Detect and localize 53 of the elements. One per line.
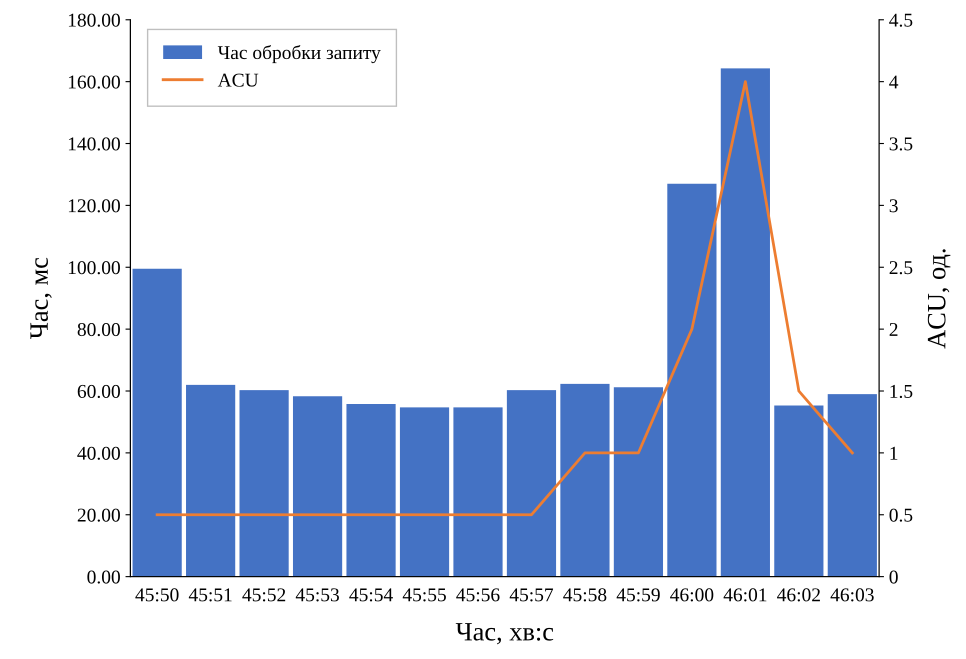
y-tick-label: 80.00 xyxy=(78,322,120,336)
bar xyxy=(240,390,289,577)
y-tick-label: 60.00 xyxy=(78,384,120,398)
y-tick-label: 0.00 xyxy=(87,570,120,584)
x-tick-label: 45:53 xyxy=(296,588,339,602)
y2-tick-label: 2 xyxy=(890,323,898,336)
y-tick-label: 40.00 xyxy=(77,446,120,460)
x-tick-label: 45:51 xyxy=(188,588,232,602)
legend-label: ACU xyxy=(218,74,258,87)
y2-tick-label: 2.5 xyxy=(890,261,912,274)
y2-tick-label: 0.5 xyxy=(890,508,912,522)
x-axis-title: Час, хв:с xyxy=(456,623,554,644)
y2-tick-label: 1 xyxy=(890,446,898,460)
bar xyxy=(828,394,877,577)
x-tick-label: 46:01 xyxy=(724,588,766,602)
y2-tick-label: 1.5 xyxy=(890,384,912,398)
y2-tick-label: 3 xyxy=(890,199,898,212)
y2-tick-label: 0 xyxy=(890,570,898,584)
bar xyxy=(560,384,610,577)
y-tick-label: 120.00 xyxy=(68,199,120,212)
bar xyxy=(132,268,182,577)
x-tick-label: 45:58 xyxy=(563,588,606,602)
x-tick-label: 46:03 xyxy=(830,588,874,602)
bar xyxy=(292,396,342,577)
bar xyxy=(614,387,664,577)
y2-tick-label: 4 xyxy=(889,76,898,88)
bar xyxy=(453,407,503,577)
legend-label: Час обробки запиту xyxy=(218,45,381,64)
bar xyxy=(400,407,450,577)
x-tick-label: 46:02 xyxy=(777,588,820,602)
x-tick-label: 46:00 xyxy=(670,588,714,602)
y-axis-title: Час, мс xyxy=(30,258,52,340)
x-tick-label: 45:56 xyxy=(456,588,500,602)
x-tick-label: 45:55 xyxy=(402,588,446,602)
y2-axis-title: ACU, од. xyxy=(928,249,950,349)
y-tick-label: 100.00 xyxy=(68,261,120,274)
x-tick-label: 45:52 xyxy=(242,588,286,602)
y-tick-label: 20.00 xyxy=(78,508,120,522)
bar xyxy=(720,68,770,577)
bar xyxy=(774,406,824,577)
y-tick-label: 180.00 xyxy=(68,14,120,27)
bar xyxy=(667,184,716,577)
x-tick-label: 45:59 xyxy=(616,588,660,602)
x-tick-label: 45:54 xyxy=(349,588,393,602)
x-tick-label: 45:50 xyxy=(135,588,179,602)
x-tick-label: 45:57 xyxy=(510,588,554,602)
y2-tick-label: 3.5 xyxy=(890,137,912,151)
bar xyxy=(346,404,396,577)
bar xyxy=(186,384,236,577)
y-tick-label: 160.00 xyxy=(68,75,120,89)
y2-tick-label: 4.5 xyxy=(889,14,912,27)
bar xyxy=(506,390,556,577)
y-tick-label: 140.00 xyxy=(68,137,120,151)
